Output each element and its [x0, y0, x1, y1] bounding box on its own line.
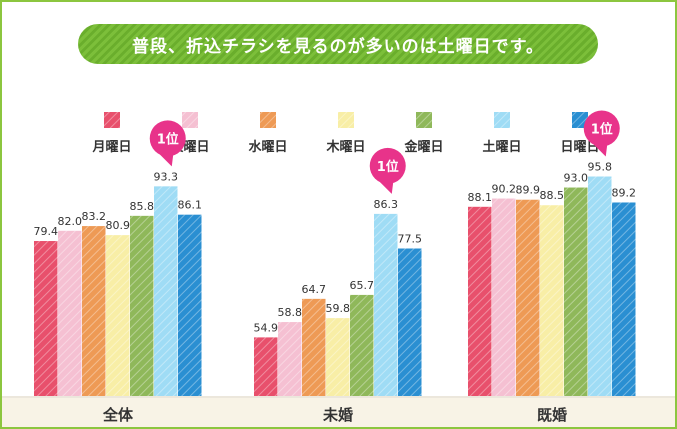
bar-texture [106, 235, 130, 396]
legend-label: 木曜日 [325, 139, 365, 155]
data-label: 90.2 [492, 183, 517, 196]
bar-texture [516, 199, 540, 396]
category-label: 全体 [102, 406, 134, 424]
data-label: 82.0 [58, 215, 83, 228]
bar-texture [178, 214, 202, 396]
legend-swatch-texture [338, 112, 354, 128]
data-label: 93.3 [154, 170, 179, 183]
bar-texture [492, 198, 516, 396]
bar-texture [278, 322, 302, 396]
legend-swatch-texture [416, 112, 432, 128]
legend-swatch-texture [182, 112, 198, 128]
baseline-band [2, 398, 675, 427]
legend-label: 土曜日 [482, 139, 521, 155]
data-label: 93.0 [564, 172, 589, 185]
data-label: 64.7 [302, 283, 327, 296]
bar-texture [612, 202, 636, 396]
legend-swatch-texture [572, 112, 588, 128]
bar-texture [254, 337, 278, 396]
bar-texture [350, 294, 374, 396]
legend-label: 日曜日 [560, 140, 599, 155]
data-label: 88.1 [468, 191, 493, 204]
data-label: 86.3 [374, 198, 399, 211]
legend-label: 金曜日 [403, 139, 443, 155]
legend-swatch-texture [494, 112, 510, 128]
rank-badge-circle [149, 120, 186, 157]
bar-texture [302, 298, 326, 396]
data-label: 88.5 [540, 189, 565, 202]
rank-badge-label: 1位 [157, 131, 179, 147]
bar-texture [374, 213, 398, 396]
bar-texture [468, 206, 492, 396]
data-label: 79.4 [34, 225, 59, 238]
bar-texture [540, 205, 564, 396]
rank-badges-layer: 1位 1位 1位 [149, 110, 620, 194]
bar-texture [154, 186, 178, 396]
data-label: 86.1 [178, 199, 203, 212]
chart-title: 普段、折込チラシを見るのが多いのは土曜日です。 [78, 24, 598, 64]
data-label: 54.9 [254, 321, 279, 334]
rank-badge: 1位 [369, 147, 406, 194]
bar-texture [82, 226, 106, 396]
rank-badge: 1位 [149, 120, 186, 167]
bar-texture [58, 230, 82, 396]
legend-swatch-texture [104, 112, 120, 128]
legend: 月曜日 火曜日 水曜日 木曜日 金曜日 土曜日 日曜日 [91, 112, 600, 155]
rank-badge-circle [369, 147, 406, 184]
rank-badge-label: 1位 [377, 159, 399, 175]
category-labels: 全体 未婚 既婚 [102, 406, 567, 424]
rank-badge-circle [583, 110, 620, 147]
data-label: 59.8 [326, 302, 351, 315]
value-labels-layer: 79.482.0 83.280.9 85.8 93.3 86.1 54.9 58.8 64.7… [34, 161, 637, 335]
data-label: 77.5 [398, 233, 423, 246]
data-label: 80.9 [106, 219, 131, 232]
bar-texture [130, 215, 154, 396]
category-label: 既婚 [537, 406, 567, 424]
bar-texture [34, 241, 58, 396]
data-label: 65.7 [350, 279, 375, 292]
data-label: 89.9 [516, 184, 541, 197]
bar-texture [564, 187, 588, 396]
bars-layer [34, 176, 636, 396]
rank-badge-label: 1位 [591, 122, 613, 138]
bar-texture [588, 176, 612, 396]
legend-swatch-texture [260, 112, 276, 128]
legend-label: 月曜日 [91, 140, 131, 155]
bar-texture [326, 318, 350, 396]
data-label: 89.2 [612, 186, 637, 199]
data-label: 83.2 [82, 210, 107, 223]
data-label: 58.8 [278, 306, 303, 319]
data-label: 85.8 [130, 200, 155, 213]
data-label: 95.8 [588, 161, 613, 174]
bar-texture [398, 248, 422, 396]
category-label: 未婚 [322, 406, 353, 424]
legend-label: 水曜日 [248, 139, 287, 155]
rank-badge: 1位 [583, 110, 620, 157]
